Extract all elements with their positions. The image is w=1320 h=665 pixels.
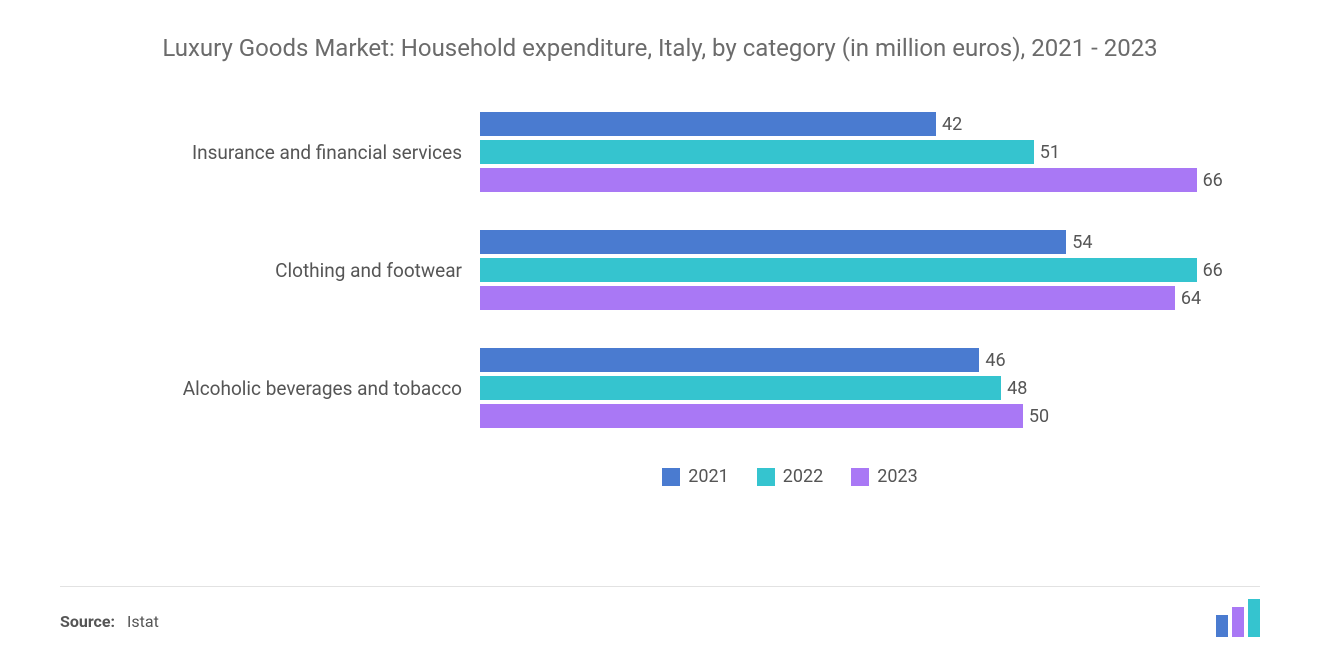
legend-label: 2022 [783,466,823,487]
bar-value-label: 66 [1203,170,1223,191]
bar-row: 66 [480,258,1260,282]
brand-logo [1216,599,1260,637]
logo-bar [1232,607,1244,637]
chart-container: Luxury Goods Market: Household expenditu… [0,0,1320,665]
footer-divider [60,586,1260,587]
legend-label: 2021 [688,466,728,487]
bar-row: 64 [480,286,1260,310]
bar-row: 51 [480,140,1260,164]
source-value: Istat [127,612,159,631]
chart-plot-area: Insurance and financial services425166Cl… [60,112,1260,428]
logo-bar [1248,599,1260,637]
category-label: Alcoholic beverages and tobacco [60,377,480,400]
bar-stack: 464850 [480,348,1260,428]
bar [480,404,1023,428]
legend-swatch [662,468,680,486]
source-label: Source: [60,612,115,631]
bar [480,168,1197,192]
bar [480,258,1197,282]
bar-row: 46 [480,348,1260,372]
category-group: Alcoholic beverages and tobacco464850 [60,348,1260,428]
bar [480,348,979,372]
bar-value-label: 46 [985,350,1005,371]
category-group: Insurance and financial services 42 51 66 [60,112,1260,192]
legend-label: 2023 [877,466,917,487]
bar-value-label: 66 [1203,260,1223,281]
logo-bar [1216,615,1228,637]
chart-title: Luxury Goods Market: Household expenditu… [130,32,1190,64]
bar-row: 50 [480,404,1260,428]
legend-item: 2023 [851,466,917,487]
bar-row: 42 [480,112,1260,136]
bar-row: 48 [480,376,1260,400]
category-label: Clothing and footwear [60,259,480,282]
category-group: Clothing and footwear 54 6664 [60,230,1260,310]
bar [480,230,1066,254]
category-label: Insurance and financial services [60,141,480,164]
bar-stack: 54 6664 [480,230,1260,310]
bar [480,140,1034,164]
legend-swatch [757,468,775,486]
bar-value-label: 54 [1072,232,1092,253]
legend-swatch [851,468,869,486]
bar [480,376,1001,400]
bar-stack: 42 51 66 [480,112,1260,192]
legend-item: 2021 [662,466,728,487]
bar [480,112,936,136]
bar-value-label: 42 [942,114,962,135]
bar-value-label: 51 [1040,142,1060,163]
bar-value-label: 50 [1029,406,1049,427]
bar-value-label: 48 [1007,378,1027,399]
bar-row: 66 [480,168,1260,192]
bar-value-label: 64 [1181,288,1201,309]
source-line: Source: Istat [60,612,159,631]
legend-item: 2022 [757,466,823,487]
bar [480,286,1175,310]
bar-row: 54 [480,230,1260,254]
legend: 2021 2022 2023 [60,466,1260,487]
